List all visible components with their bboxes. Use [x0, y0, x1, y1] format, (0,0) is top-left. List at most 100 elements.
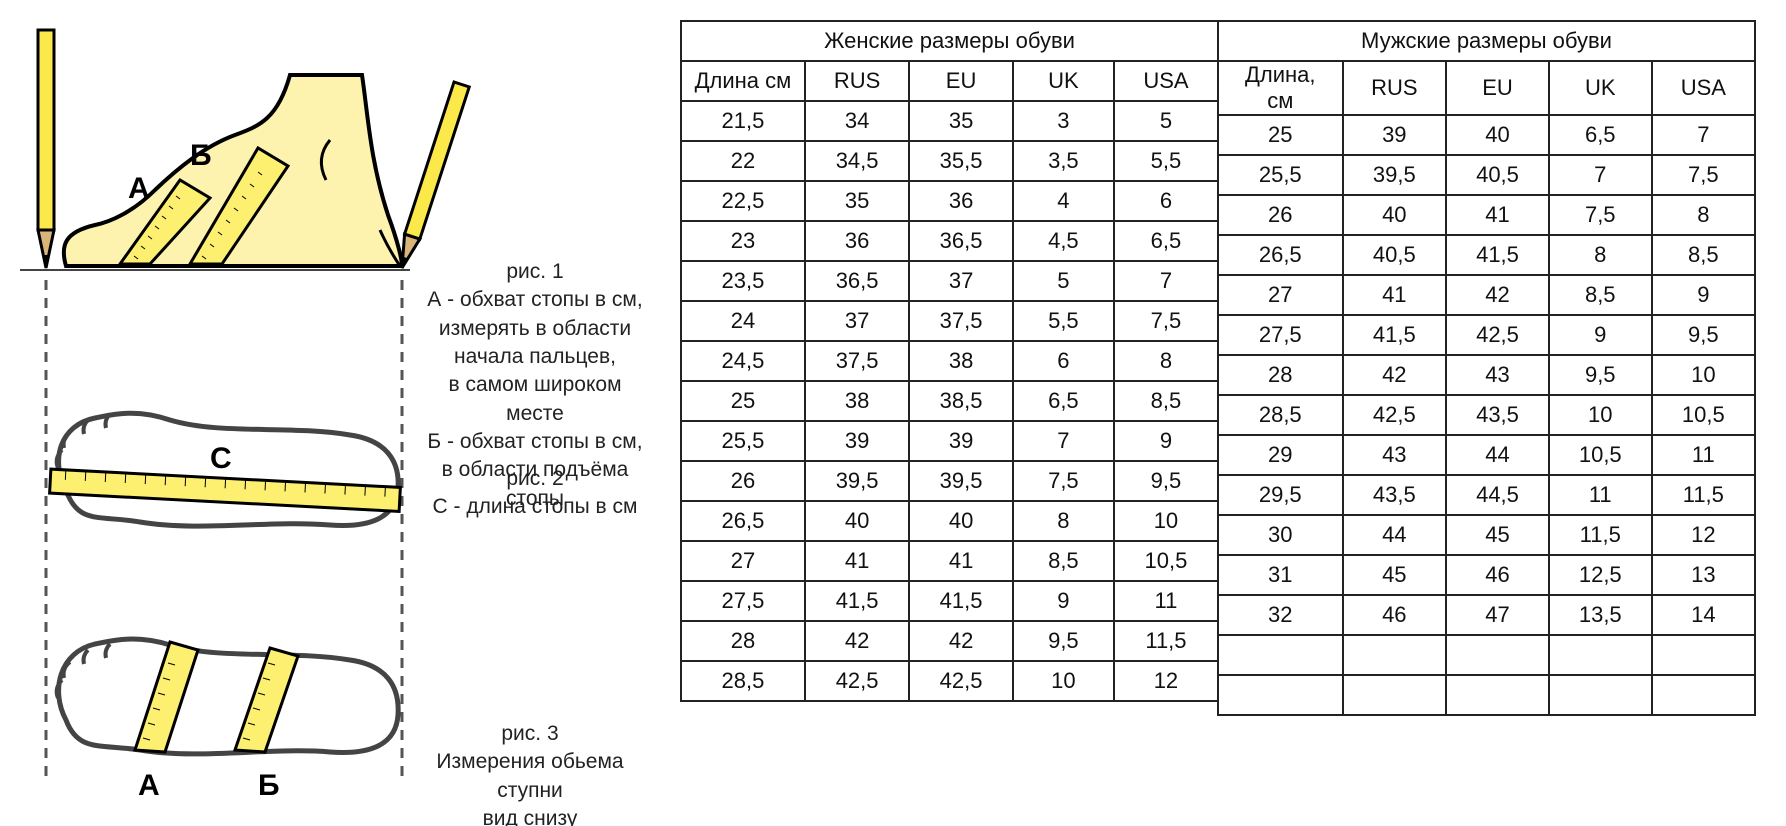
womens-cell: 9,5 — [1013, 621, 1114, 661]
womens-cell: 34 — [805, 101, 909, 141]
mens-cell: 27,5 — [1218, 315, 1343, 355]
womens-cell: 37,5 — [805, 341, 909, 381]
womens-cell: 28 — [681, 621, 805, 661]
mens-cell: 43 — [1343, 435, 1447, 475]
mens-row: 30444511,512 — [1218, 515, 1755, 555]
womens-row: 233636,54,56,5 — [681, 221, 1218, 261]
womens-cell: 36,5 — [909, 221, 1013, 261]
womens-row: 2639,539,57,59,5 — [681, 461, 1218, 501]
mens-cell — [1446, 635, 1549, 675]
mens-cell: 11,5 — [1652, 475, 1755, 515]
womens-cell: 8 — [1013, 501, 1114, 541]
womens-cell: 42,5 — [909, 661, 1013, 701]
mens-row: 2842439,510 — [1218, 355, 1755, 395]
fig1-line-3: в самом широком месте — [420, 371, 650, 428]
womens-cell: 10 — [1013, 661, 1114, 701]
mens-cell: 29,5 — [1218, 475, 1343, 515]
womens-header-0: Длина см — [681, 61, 805, 101]
mens-cell: 8 — [1549, 235, 1652, 275]
womens-cell: 27,5 — [681, 581, 805, 621]
womens-cell: 40 — [909, 501, 1013, 541]
mens-cell: 29 — [1218, 435, 1343, 475]
womens-cell: 4,5 — [1013, 221, 1114, 261]
label-c-fig2: С — [210, 442, 232, 475]
fig1-line-4: Б - обхват стопы в см, — [420, 428, 650, 456]
mens-cell: 40 — [1446, 115, 1549, 155]
womens-row: 28,542,542,51012 — [681, 661, 1218, 701]
womens-cell: 21,5 — [681, 101, 805, 141]
womens-cell: 26 — [681, 461, 805, 501]
pencil-left-icon — [38, 30, 54, 268]
mens-cell — [1446, 675, 1549, 715]
mens-cell: 44 — [1343, 515, 1447, 555]
mens-cell: 7,5 — [1652, 155, 1755, 195]
mens-cell: 30 — [1218, 515, 1343, 555]
mens-row: 28,542,543,51010,5 — [1218, 395, 1755, 435]
womens-cell: 28,5 — [681, 661, 805, 701]
mens-cell: 42,5 — [1343, 395, 1447, 435]
womens-cell: 23 — [681, 221, 805, 261]
womens-size-table: Женские размеры обуви Длина смRUSEUUKUSA… — [680, 20, 1219, 702]
mens-cell: 7,5 — [1549, 195, 1652, 235]
mens-row: 29,543,544,51111,5 — [1218, 475, 1755, 515]
mens-cell: 11 — [1652, 435, 1755, 475]
womens-row: 21,5343535 — [681, 101, 1218, 141]
womens-cell: 38,5 — [909, 381, 1013, 421]
mens-cell: 41 — [1343, 275, 1447, 315]
label-a-fig3: А — [138, 769, 160, 802]
womens-cell: 38 — [909, 341, 1013, 381]
womens-cell: 5 — [1013, 261, 1114, 301]
mens-cell: 44,5 — [1446, 475, 1549, 515]
womens-title: Женские размеры обуви — [681, 21, 1218, 61]
womens-cell: 37,5 — [909, 301, 1013, 341]
womens-row: 2234,535,53,55,5 — [681, 141, 1218, 181]
womens-header-row: Длина смRUSEUUKUSA — [681, 61, 1218, 101]
mens-cell: 43 — [1446, 355, 1549, 395]
mens-row: 26,540,541,588,5 — [1218, 235, 1755, 275]
mens-cell — [1652, 635, 1755, 675]
mens-cell: 27 — [1218, 275, 1343, 315]
womens-cell: 23,5 — [681, 261, 805, 301]
womens-cell: 6 — [1114, 181, 1218, 221]
mens-cell: 46 — [1446, 555, 1549, 595]
foot-side-view — [64, 75, 402, 266]
womens-cell: 37 — [805, 301, 909, 341]
mens-cell: 40,5 — [1343, 235, 1447, 275]
womens-cell: 8 — [1114, 341, 1218, 381]
mens-cell: 31 — [1218, 555, 1343, 595]
womens-cell: 35,5 — [909, 141, 1013, 181]
mens-cell — [1549, 635, 1652, 675]
mens-cell — [1218, 635, 1343, 675]
womens-cell: 38 — [805, 381, 909, 421]
womens-cell: 36 — [805, 221, 909, 261]
womens-cell: 26,5 — [681, 501, 805, 541]
womens-cell: 37 — [909, 261, 1013, 301]
womens-cell: 5 — [1114, 101, 1218, 141]
fig3-title: рис. 3 — [405, 720, 655, 748]
womens-row: 25,5393979 — [681, 421, 1218, 461]
womens-cell: 40 — [805, 501, 909, 541]
womens-row: 2842429,511,5 — [681, 621, 1218, 661]
mens-cell: 28 — [1218, 355, 1343, 395]
womens-cell: 9,5 — [1114, 461, 1218, 501]
mens-cell: 43,5 — [1446, 395, 1549, 435]
womens-cell: 35 — [909, 101, 1013, 141]
womens-cell: 24 — [681, 301, 805, 341]
mens-cell: 40,5 — [1446, 155, 1549, 195]
mens-cell: 46 — [1343, 595, 1447, 635]
womens-cell: 11 — [1114, 581, 1218, 621]
pencil-right-icon — [394, 82, 469, 270]
mens-cell: 8,5 — [1652, 235, 1755, 275]
page: А Б С А Б рис. 1 А - обхват стопы в см, … — [0, 0, 1786, 826]
womens-cell: 42 — [805, 621, 909, 661]
fig3-line-1: вид снизу — [405, 805, 655, 826]
mens-cell: 9,5 — [1652, 315, 1755, 355]
womens-row: 243737,55,57,5 — [681, 301, 1218, 341]
mens-size-table: Мужские размеры обуви Длина, смRUSEUUKUS… — [1217, 20, 1756, 716]
womens-cell: 25 — [681, 381, 805, 421]
footprint-bottom — [57, 639, 399, 754]
fig1-title: рис. 1 — [420, 258, 650, 286]
mens-cell: 8 — [1652, 195, 1755, 235]
womens-header-2: EU — [909, 61, 1013, 101]
mens-cell — [1343, 635, 1447, 675]
